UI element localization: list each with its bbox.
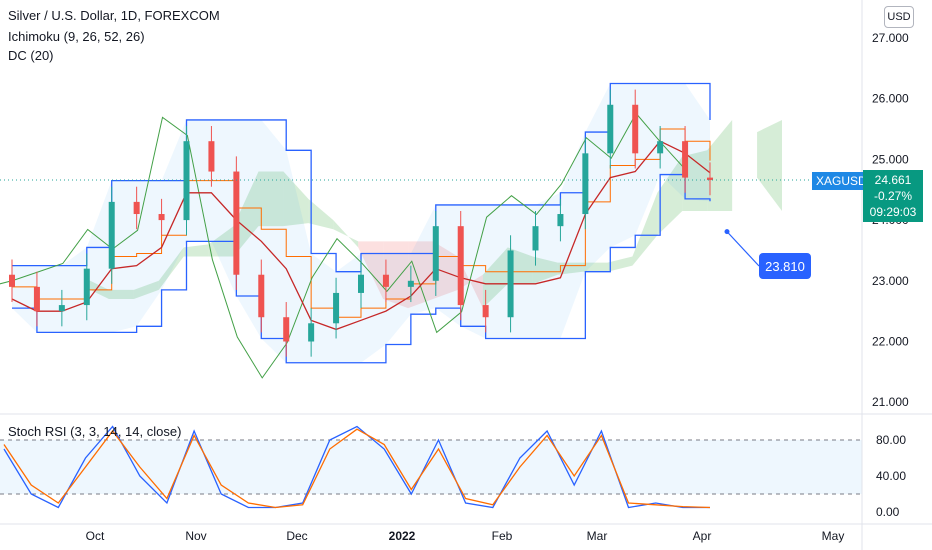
cloud-segment — [707, 119, 733, 211]
legend-stoch-rsi[interactable]: Stoch RSI (3, 3, 14, 14, close) — [8, 424, 182, 439]
price-tick-label: 22.000 — [872, 335, 909, 349]
stoch-tick-label: 0.00 — [876, 505, 900, 519]
price-tick-label: 25.000 — [872, 152, 909, 166]
candle-body[interactable] — [183, 141, 190, 221]
cloud-segment — [607, 256, 633, 272]
candle-body[interactable] — [657, 141, 664, 154]
price-tick-label: 27.000 — [872, 31, 909, 45]
price-change: -0.27% — [873, 189, 913, 203]
cloud-segment — [457, 256, 483, 309]
price-callout[interactable]: 23.810 — [759, 253, 811, 279]
cloud-segment — [632, 192, 658, 266]
lagging-span — [0, 112, 687, 379]
candle-body[interactable] — [457, 226, 464, 306]
candle-body[interactable] — [607, 104, 614, 154]
cloud-segment — [507, 247, 533, 284]
last-price: 24.661 — [874, 173, 912, 187]
candle-body[interactable] — [333, 292, 340, 324]
cloud-segment — [183, 244, 209, 257]
time-axis-label: Dec — [286, 529, 307, 543]
candle-body[interactable] — [557, 214, 564, 227]
time-axis-label: Feb — [492, 529, 513, 543]
candle-body[interactable] — [682, 141, 689, 178]
time-axis-label: Nov — [185, 529, 206, 543]
candle-body[interactable] — [9, 274, 15, 287]
legend-ichimoku[interactable]: Ichimoku (9, 26, 52, 26) — [8, 29, 145, 44]
symbol-tag: XAGUSD — [812, 172, 871, 190]
cloud-segment — [383, 241, 409, 309]
time-axis-label: Oct — [86, 529, 105, 543]
cloud-segment — [482, 247, 508, 309]
candle-body[interactable] — [432, 226, 439, 281]
time-axis-label: May — [822, 529, 845, 543]
currency-button[interactable]: USD — [884, 6, 914, 28]
candle-body[interactable] — [407, 280, 414, 287]
candle-body[interactable] — [632, 104, 639, 154]
candle-body[interactable] — [108, 201, 115, 269]
candle-body[interactable] — [58, 305, 65, 312]
ichimoku-lines — [0, 112, 711, 379]
cloud-segment — [757, 119, 782, 211]
candles[interactable] — [9, 89, 713, 357]
price-tick-label: 23.000 — [872, 274, 909, 288]
donchian-lower — [12, 173, 711, 364]
candle-body[interactable] — [133, 201, 140, 215]
candle-body[interactable] — [233, 171, 240, 275]
cloud-segment — [582, 262, 608, 272]
candle-body[interactable] — [208, 141, 215, 172]
last-price-box: 24.661 -0.27% 09:29:03 — [863, 170, 923, 222]
cloud-segment — [333, 220, 359, 248]
candle-body[interactable] — [532, 226, 539, 251]
candle-body[interactable] — [507, 250, 514, 318]
candle-body[interactable] — [707, 177, 713, 181]
candle-body[interactable] — [258, 274, 265, 318]
cloud-segment — [283, 171, 309, 227]
price-tick-label: 26.000 — [872, 92, 909, 106]
chart-title[interactable]: Silver / U.S. Dollar, 1D, FOREXCOM — [8, 8, 220, 23]
candle-body[interactable] — [83, 268, 90, 306]
time-axis-label: Mar — [587, 529, 608, 543]
candle-body[interactable] — [33, 286, 40, 312]
conversion-line — [11, 140, 711, 331]
cloud-segment — [158, 247, 184, 290]
cloud-segment — [433, 241, 458, 300]
candle-body[interactable] — [582, 153, 589, 215]
stoch-d-line — [3, 428, 711, 509]
cloud-segment — [358, 241, 384, 300]
cloud-segment — [133, 280, 159, 300]
cloud-segment — [532, 256, 558, 284]
legend-donchian[interactable]: DC (20) — [8, 48, 54, 63]
candle-body[interactable] — [382, 274, 389, 287]
cloud-segment — [308, 198, 334, 230]
stoch-tick-label: 80.00 — [876, 433, 906, 447]
cloud-segment — [233, 171, 259, 257]
bar-countdown: 09:29:03 — [869, 205, 917, 219]
candle-body[interactable] — [283, 317, 290, 342]
callout-connector — [726, 231, 760, 267]
stoch-band — [0, 440, 862, 494]
cloud-segment — [258, 171, 284, 227]
time-axis-label: Apr — [693, 529, 712, 543]
candle-body[interactable] — [308, 323, 315, 342]
candle-body[interactable] — [482, 305, 489, 318]
cloud-segment — [657, 156, 683, 236]
candle-body[interactable] — [158, 214, 165, 221]
price-tick-label: 21.000 — [872, 395, 909, 409]
stoch-rsi-pane — [0, 425, 862, 509]
cloud-segment — [108, 289, 134, 300]
time-axis-label: 2022 — [389, 529, 416, 543]
candle-body[interactable] — [358, 274, 364, 293]
ichimoku-cloud — [84, 119, 782, 309]
stoch-tick-label: 40.00 — [876, 469, 906, 483]
